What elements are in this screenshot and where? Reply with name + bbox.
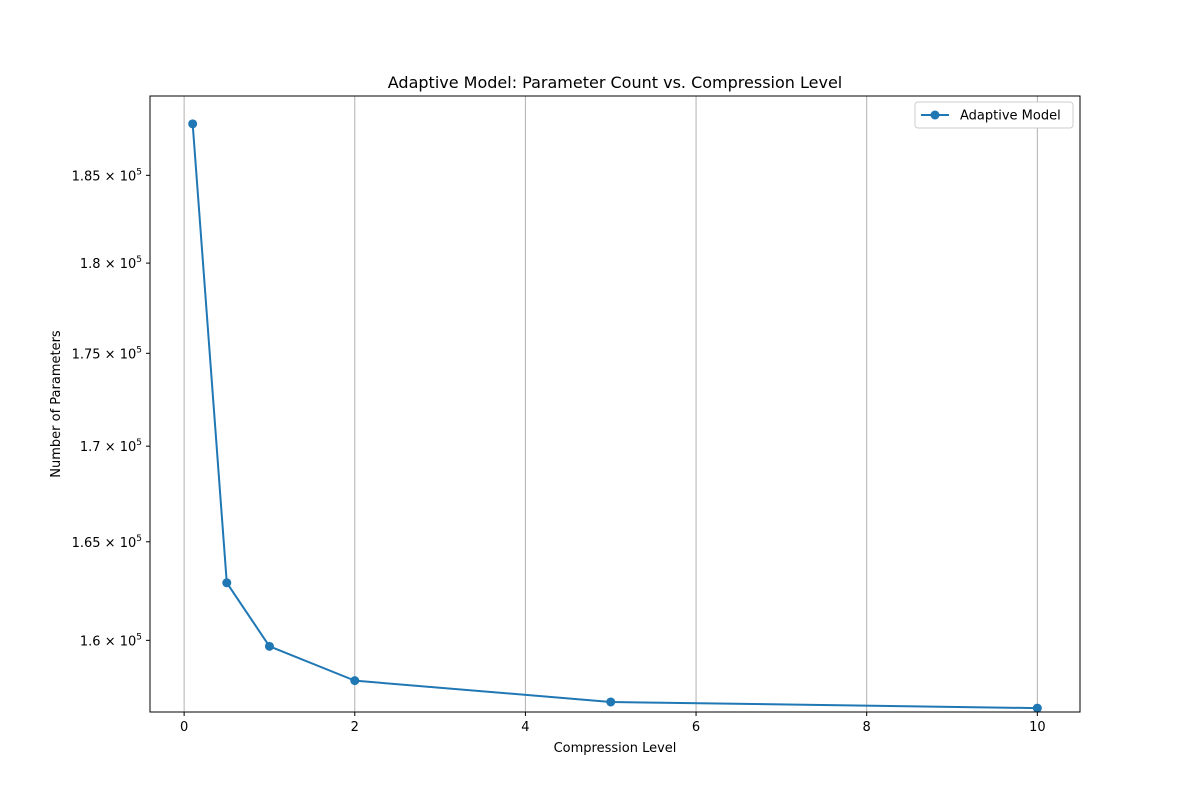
data-point — [222, 578, 232, 588]
y-axis-ticks: 1.6 × 105 1.65 × 105 1.7 × 105 1.75 × 105 1.… — [72, 167, 150, 649]
grid-layer — [183, 96, 1038, 712]
x-axis-ticks: 0 2 4 6 8 10 — [180, 712, 1046, 735]
y-tick-label: 1.6 × 105 — [80, 632, 142, 649]
data-point — [1032, 703, 1042, 713]
data-point — [606, 697, 616, 707]
legend-marker-swatch — [930, 110, 940, 120]
series-layer — [188, 119, 1042, 713]
plot-frame — [149, 95, 1081, 713]
x-axis-label: Compression Level — [554, 741, 677, 756]
series-line-adaptive-model — [191, 123, 1038, 710]
data-point — [350, 676, 360, 686]
y-tick-label: 1.85 × 105 — [72, 167, 142, 184]
data-point — [188, 119, 198, 129]
y-axis-label: Number of Parameters — [49, 330, 64, 478]
legend-entry-adaptive-model: Adaptive Model — [960, 109, 1061, 124]
legend: Adaptive Model — [914, 101, 1074, 129]
x-tick-label: 4 — [521, 720, 529, 735]
x-tick-label: 6 — [692, 720, 700, 735]
data-point — [264, 641, 274, 651]
y-tick-label: 1.8 × 105 — [80, 255, 142, 272]
x-tick-label: 10 — [1029, 720, 1046, 735]
y-tick-label: 1.7 × 105 — [80, 438, 142, 455]
chart-title: Adaptive Model: Parameter Count vs. Comp… — [388, 73, 842, 92]
x-tick-label: 2 — [351, 720, 359, 735]
y-tick-label: 1.75 × 105 — [72, 345, 142, 362]
x-tick-label: 0 — [180, 720, 188, 735]
legend-box — [914, 101, 1074, 129]
x-tick-label: 8 — [863, 720, 871, 735]
y-tick-label: 1.65 × 105 — [72, 534, 142, 551]
